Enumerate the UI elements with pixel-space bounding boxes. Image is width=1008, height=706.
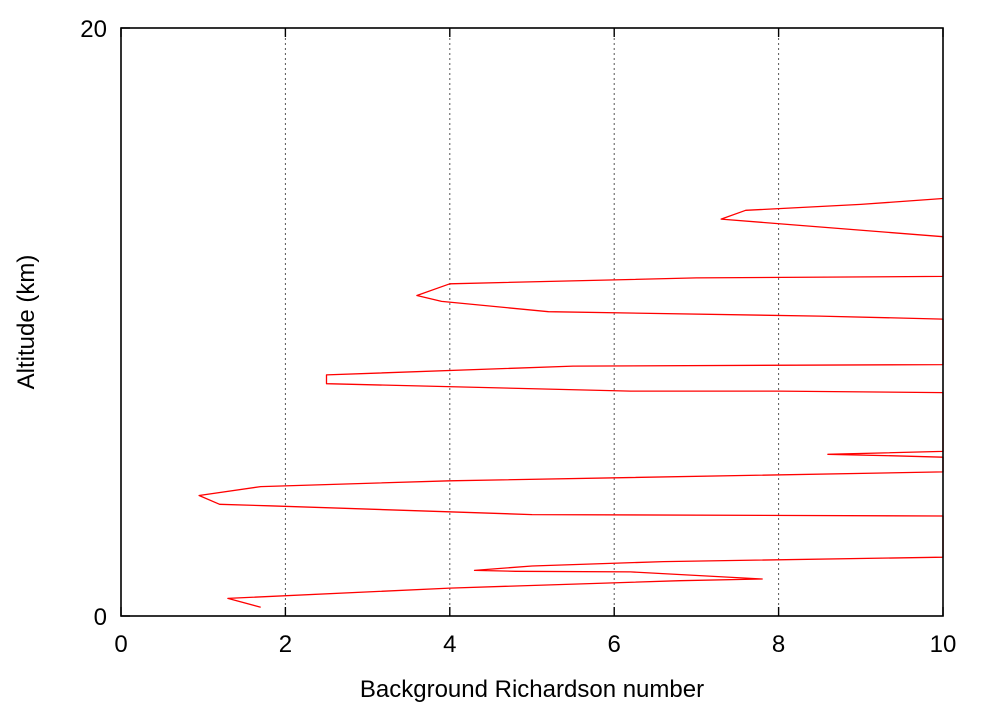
- plot-frame: [120, 27, 944, 617]
- x-tick-label: 10: [930, 631, 957, 658]
- x-tick-label: 2: [279, 631, 292, 658]
- x-tick-label: 6: [608, 631, 621, 658]
- gridlines: [284, 28, 780, 616]
- series-line-1: [198, 197, 944, 608]
- y-tick-label: 20: [80, 16, 107, 43]
- x-tick-label: 0: [114, 631, 127, 658]
- y-axis-label: Altitude (km): [13, 255, 40, 390]
- y-tick-label: 0: [94, 604, 107, 631]
- x-axis-label: Background Richardson number: [360, 676, 704, 703]
- tick-group: 0 2 4 6 8 10 0 20: [80, 16, 956, 658]
- series-group: [198, 197, 944, 608]
- x-tick-label: 8: [772, 631, 785, 658]
- x-tick-label: 4: [443, 631, 456, 658]
